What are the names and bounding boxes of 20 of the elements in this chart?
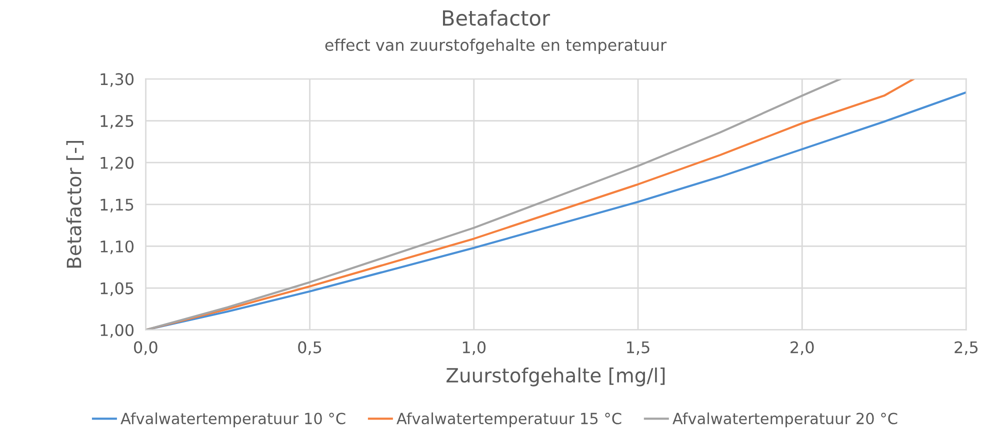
legend-label: Afvalwatertemperatuur 20 °C — [672, 412, 898, 428]
x-tick-label: 1,0 — [462, 341, 486, 355]
y-tick-label: 1,30 — [100, 73, 134, 87]
x-tick-label: 0,0 — [134, 341, 158, 355]
x-tick-label: 2,5 — [954, 341, 978, 355]
x-tick-label: 0,5 — [298, 341, 322, 355]
y-tick-label: 1,25 — [100, 114, 134, 129]
legend-label: Afvalwatertemperatuur 10 °C — [120, 412, 346, 428]
y-tick-label: 1,10 — [100, 240, 134, 254]
legend-label: Afvalwatertemperatuur 15 °C — [396, 412, 622, 428]
x-axis-title: Zuurstofgehalte [mg/l] — [446, 368, 665, 386]
y-tick-label: 1,20 — [100, 156, 134, 171]
y-tick-label: 1,00 — [100, 324, 134, 338]
y-axis-title: Betafactor [-] — [66, 140, 84, 268]
x-tick-label: 1,5 — [627, 341, 650, 355]
y-tick-label: 1,05 — [100, 282, 134, 296]
x-tick-label: 2,0 — [790, 341, 814, 355]
chart-title: Betafactor — [443, 10, 550, 26]
chart-subtitle: effect van zuurstofgehalte en temperatuur — [325, 38, 667, 54]
y-tick-label: 1,15 — [100, 198, 134, 212]
